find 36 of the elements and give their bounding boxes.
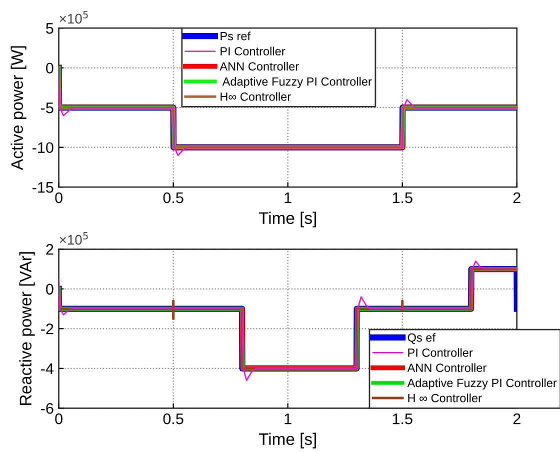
x-tick-label: 1	[284, 414, 292, 424]
x-axis-title: Time [s]	[258, 212, 316, 228]
legend-label: Qs ef	[408, 333, 436, 344]
x-tick-label: 1.5	[392, 414, 412, 424]
y-tick-label: 2	[46, 244, 54, 255]
y-tick-label: -6	[41, 403, 54, 414]
text: ×10$^{5}$	[60, 11, 88, 24]
legend-label: H∞ Controller	[220, 92, 291, 101]
legend-label: ANN Controller	[407, 363, 486, 372]
x-axis-title: Time [s]	[258, 432, 316, 448]
legend-label: H ∞ Controller	[408, 394, 482, 402]
y-tick-label: 0	[46, 62, 54, 74]
y-axis-title: Reactive power [VAr]	[19, 252, 35, 405]
x-tick-label: 1	[284, 192, 292, 204]
legend-label: PI Controller	[220, 46, 286, 56]
y-tick-label: 5	[46, 23, 54, 34]
legend-label: Ps ref	[220, 32, 251, 40]
y-axis-title: Active power [W]	[10, 46, 26, 170]
x-tick-label: 2	[513, 413, 520, 424]
y-tick-label: -10	[32, 142, 54, 154]
x-tick-label: 1.5	[392, 192, 412, 204]
text: ×10$^{5}$	[60, 232, 88, 245]
legend-label: Adaptive Fuzzy PI Controller	[407, 378, 557, 390]
x-tick-label: 2	[513, 192, 520, 204]
y-tick-label: -2	[41, 324, 54, 334]
legend-label: ANN Controller	[220, 62, 299, 71]
x-tick-label: 0	[55, 192, 62, 204]
y-tick-label: -15	[32, 182, 54, 193]
y-tick-label: -5	[41, 102, 54, 114]
y-tick-label: 0	[46, 284, 54, 295]
legend-label: PI Controller	[408, 348, 473, 357]
x-tick-label: 0.5	[163, 192, 184, 204]
x-tick-label: 0.5	[163, 413, 184, 424]
y-tick-label: -4	[41, 363, 54, 374]
legend-label: Adaptive Fuzzy PI Controller	[222, 77, 372, 88]
x-tick-label: 0	[55, 413, 62, 424]
